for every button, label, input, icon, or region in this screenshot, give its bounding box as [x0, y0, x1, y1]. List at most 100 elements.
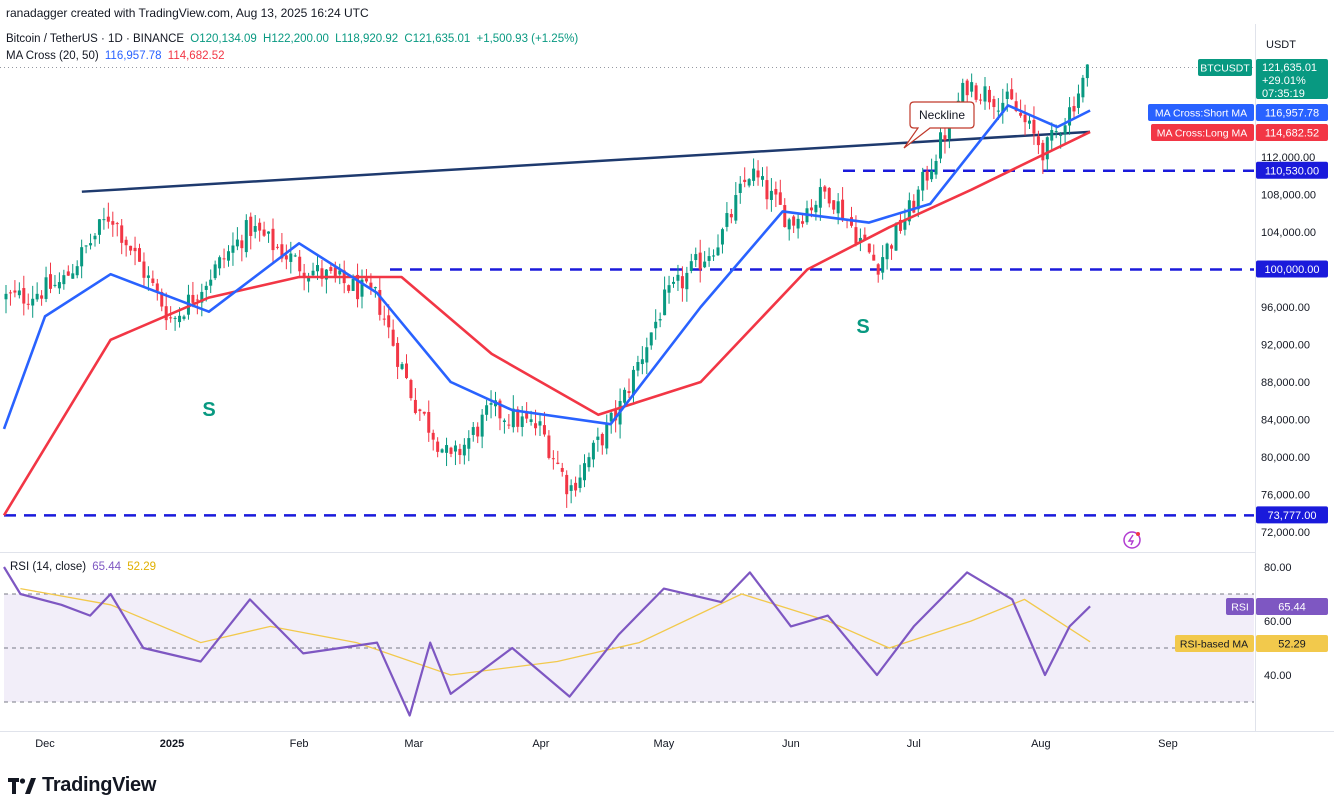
candle-body — [961, 82, 965, 103]
event-dot-icon — [1136, 532, 1140, 536]
time-tick-label: Feb — [290, 738, 309, 750]
candle-body — [841, 199, 845, 221]
candle-body — [120, 225, 124, 243]
time-tick-label: Aug — [1031, 738, 1051, 750]
candle-body — [480, 414, 484, 437]
candle-body — [560, 467, 564, 472]
candle-body — [471, 427, 475, 435]
candle-body — [502, 420, 506, 422]
candle-body — [75, 266, 79, 276]
candle-body — [703, 261, 707, 268]
candle-body — [218, 257, 222, 269]
candle-body — [827, 188, 831, 204]
candle-body — [387, 315, 391, 328]
candle-body — [400, 364, 404, 369]
level-73777-tag-bg — [1256, 506, 1328, 524]
candle-body — [556, 462, 560, 464]
candle-body — [725, 213, 729, 227]
candle-body — [222, 258, 226, 260]
candle-body — [1063, 125, 1067, 134]
candle-body — [645, 347, 649, 363]
candle-body — [583, 463, 586, 481]
candle-body — [66, 271, 70, 276]
price-tick-label: 72,000.00 — [1261, 527, 1310, 539]
candle-body — [738, 183, 742, 193]
candle-body — [8, 292, 12, 294]
candle-body — [231, 245, 235, 253]
candle-body — [364, 278, 368, 282]
candle-body — [49, 274, 52, 289]
candle-body — [1076, 93, 1080, 108]
candle-body — [885, 243, 889, 260]
time-tick-label: Jul — [907, 738, 921, 750]
candle-body — [93, 235, 97, 240]
candle-body — [565, 474, 569, 495]
candle-body — [663, 289, 667, 316]
candle-body — [53, 284, 57, 286]
candle-body — [761, 176, 764, 180]
candle-body — [729, 213, 733, 218]
candle-body — [974, 85, 978, 100]
candle-body — [636, 362, 640, 371]
candle-body — [734, 195, 738, 221]
candle-body — [1010, 89, 1014, 100]
bar-countdown-tag: 07:35:19 — [1262, 88, 1305, 100]
level-100000-tag-bg — [1256, 260, 1328, 278]
tradingview-logo-icon — [8, 777, 36, 794]
candle-body — [1050, 130, 1054, 141]
candle-body — [654, 321, 658, 329]
candle-body — [249, 216, 253, 236]
long-ma-tag-bg — [1256, 124, 1328, 141]
candle-body — [1045, 137, 1049, 160]
candle-body — [436, 441, 440, 452]
price-tick-label: 96,000.00 — [1261, 302, 1310, 314]
candle-body — [680, 276, 684, 289]
candle-body — [765, 180, 769, 200]
candle-body — [267, 231, 271, 234]
ohlc-legend: Bitcoin / TetherUS · 1D · BINANCE O120,1… — [6, 33, 581, 45]
candle-body — [858, 237, 862, 242]
candle-body — [262, 229, 266, 236]
tradingview-logo[interactable]: TradingView — [8, 774, 156, 797]
rsi-line — [3, 566, 1091, 717]
candle-body — [903, 220, 907, 230]
candle-body — [324, 269, 328, 280]
candle-body — [320, 268, 324, 279]
price-tick-label: 88,000.00 — [1261, 377, 1310, 389]
candle-body — [89, 243, 93, 246]
candle-body — [485, 405, 489, 415]
candle-body — [453, 445, 457, 452]
time-tick-label: Jun — [782, 738, 800, 750]
open-value: O120,134.09 — [190, 33, 257, 45]
candle-body — [280, 244, 284, 259]
price-axis-currency: USDT — [1266, 39, 1296, 51]
candle-body — [801, 221, 805, 224]
candle-body — [627, 391, 631, 394]
candle-body — [4, 293, 8, 300]
candle-body — [525, 412, 529, 419]
candle-body — [307, 276, 311, 282]
time-tick-label: Mar — [404, 738, 423, 750]
candle-body — [489, 403, 493, 405]
price-tick-label: 76,000.00 — [1261, 490, 1310, 502]
rsi-ma-label-bg — [1175, 635, 1254, 652]
candle-body — [106, 216, 110, 222]
candle-body — [747, 179, 751, 186]
rsi-value-tag: 65.44 — [1278, 602, 1306, 614]
candle-body — [204, 285, 208, 290]
candle-body — [316, 265, 319, 272]
candle-body — [667, 285, 671, 293]
candle-body — [111, 221, 115, 225]
short-ma-label: MA Cross:Short MA — [1155, 108, 1247, 120]
candle-body — [538, 421, 542, 426]
short-ma-line — [2, 104, 1091, 430]
candle-body — [62, 275, 66, 285]
candle-body — [507, 424, 511, 426]
low-value: L118,920.92 — [335, 33, 399, 45]
candle-body — [369, 282, 373, 288]
candle-body — [809, 207, 813, 211]
neckline-callout — [903, 101, 975, 149]
current-price-tag: 121,635.01 — [1262, 62, 1317, 74]
candle-body — [289, 253, 293, 262]
candle-body — [31, 298, 35, 306]
